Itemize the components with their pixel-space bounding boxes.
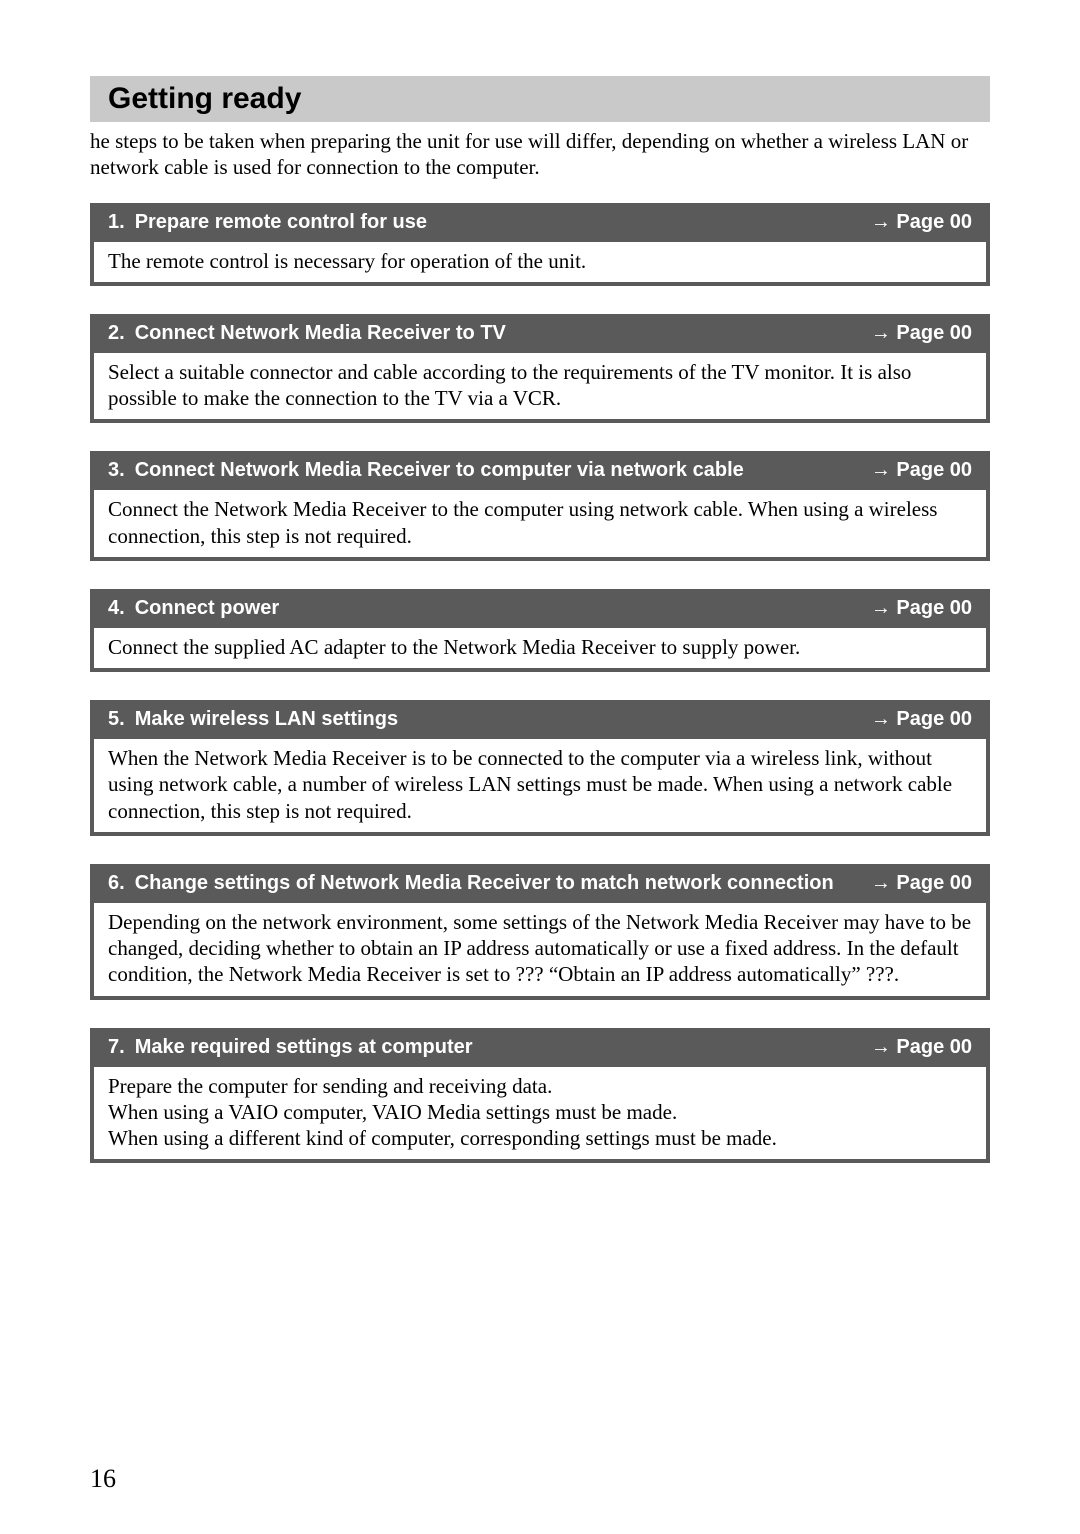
step-title: Make required settings at computer [135,1036,861,1059]
step-box: 5. Make wireless LAN settings → Page 00 Whe… [90,700,990,836]
page-label: Page [896,459,949,481]
page-label: Page [896,322,949,344]
page-ref-number: 00 [950,322,972,344]
step-title: Connect Network Media Receiver to TV [135,322,861,345]
step-box: 4. Connect power → Page 00 Connect the supp… [90,589,990,672]
page-ref-number: 00 [950,872,972,894]
step-page-ref: → Page 00 [871,322,972,345]
step-page-ref: → Page 00 [871,597,972,620]
page-ref-number: 00 [950,708,972,730]
step-page-ref: → Page 00 [871,872,972,895]
arrow-right-icon: → [871,211,897,233]
step-box: 3. Connect Network Media Receiver to comp… [90,451,990,561]
step-header: 3. Connect Network Media Receiver to comp… [94,455,986,490]
step-page-ref: → Page 00 [871,211,972,234]
page-number: 16 [90,1464,116,1494]
arrow-right-icon: → [871,322,897,344]
step-box: 6. Change settings of Network Media Recei… [90,864,990,1000]
step-body: Prepare the computer for sending and rec… [94,1067,986,1160]
step-number: 2. [108,322,125,345]
section-title: Getting ready [90,76,990,122]
arrow-right-icon: → [871,1036,897,1058]
step-box: 1. Prepare remote control for use → Page 0… [90,203,990,286]
page-ref-number: 00 [950,211,972,233]
step-number: 1. [108,211,125,234]
intro-paragraph: he steps to be taken when preparing the … [90,128,990,181]
arrow-right-icon: → [871,597,897,619]
step-header: 2. Connect Network Media Receiver to TV → … [94,318,986,353]
page-label: Page [896,872,949,894]
step-header: 5. Make wireless LAN settings → Page 00 [94,704,986,739]
arrow-right-icon: → [871,708,897,730]
step-title: Change settings of Network Media Receive… [135,872,861,895]
step-number: 4. [108,597,125,620]
steps-list: 1. Prepare remote control for use → Page 0… [90,203,990,1164]
step-number: 6. [108,872,125,895]
arrow-right-icon: → [871,872,897,894]
step-box: 7. Make required settings at computer → Pa… [90,1028,990,1164]
step-number: 5. [108,708,125,731]
step-body: When the Network Media Receiver is to be… [94,739,986,832]
step-page-ref: → Page 00 [871,1036,972,1059]
page-label: Page [896,597,949,619]
step-body: Depending on the network environment, so… [94,903,986,996]
step-header: 1. Prepare remote control for use → Page 0… [94,207,986,242]
step-box: 2. Connect Network Media Receiver to TV → … [90,314,990,424]
step-body: Connect the Network Media Receiver to th… [94,490,986,557]
step-title: Prepare remote control for use [135,211,861,234]
arrow-right-icon: → [871,459,897,481]
step-header: 6. Change settings of Network Media Recei… [94,868,986,903]
step-header: 7. Make required settings at computer → Pa… [94,1032,986,1067]
step-title: Connect power [135,597,861,620]
page-ref-number: 00 [950,597,972,619]
step-body: Connect the supplied AC adapter to the N… [94,628,986,668]
page-label: Page [896,211,949,233]
step-body: Select a suitable connector and cable ac… [94,353,986,420]
page-label: Page [896,1036,949,1058]
manual-page: Getting ready he steps to be taken when … [0,0,1080,1534]
step-number: 7. [108,1036,125,1059]
step-title: Connect Network Media Receiver to comput… [135,459,861,482]
page-label: Page [896,708,949,730]
step-page-ref: → Page 00 [871,459,972,482]
step-header: 4. Connect power → Page 00 [94,593,986,628]
step-page-ref: → Page 00 [871,708,972,731]
step-title: Make wireless LAN settings [135,708,861,731]
page-ref-number: 00 [950,459,972,481]
page-ref-number: 00 [950,1036,972,1058]
step-number: 3. [108,459,125,482]
step-body: The remote control is necessary for oper… [94,242,986,282]
